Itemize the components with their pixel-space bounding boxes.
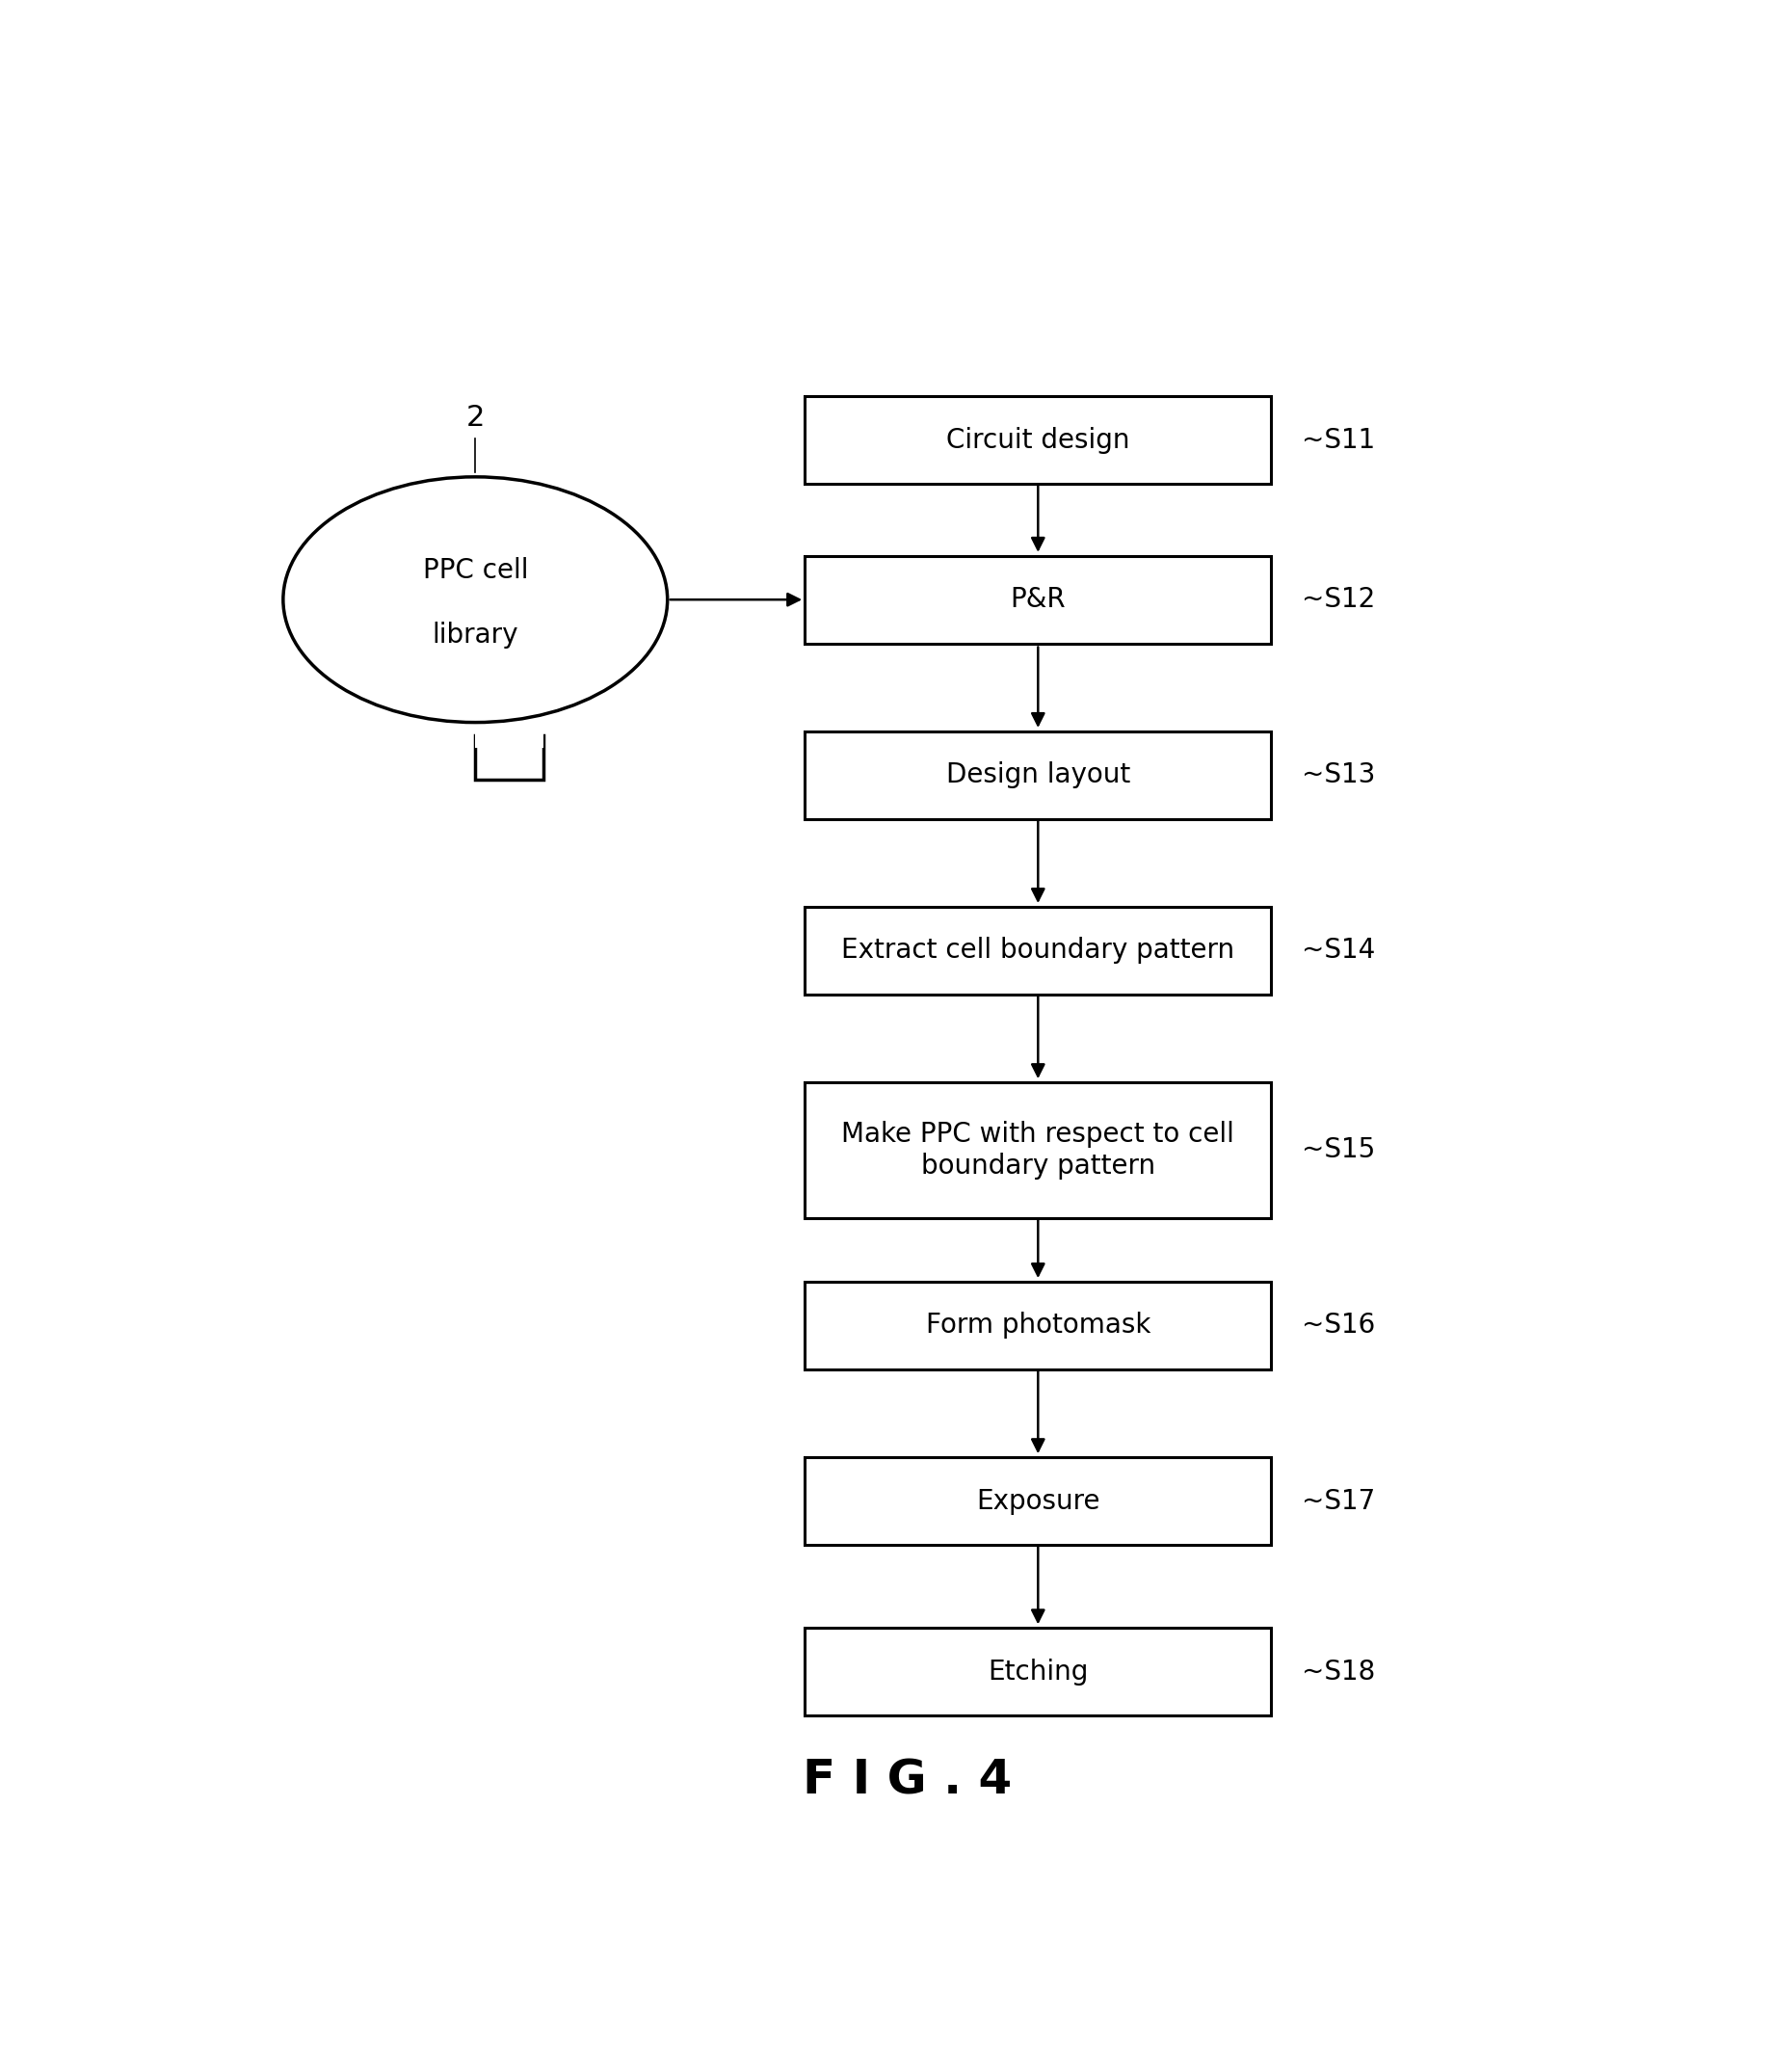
- Text: ~S18: ~S18: [1302, 1658, 1374, 1685]
- Text: 2: 2: [466, 404, 485, 433]
- Text: Form photomask: Form photomask: [926, 1312, 1151, 1339]
- Text: library: library: [432, 622, 519, 649]
- Bar: [804, 731, 1272, 818]
- Text: ~S11: ~S11: [1302, 427, 1374, 454]
- Bar: [475, 736, 544, 779]
- Text: Circuit design: Circuit design: [946, 427, 1130, 454]
- Bar: [804, 1283, 1272, 1370]
- Text: ~S14: ~S14: [1302, 937, 1374, 963]
- Bar: [804, 1082, 1272, 1218]
- Bar: [804, 396, 1272, 485]
- Bar: [804, 1629, 1272, 1716]
- Text: ~S15: ~S15: [1302, 1138, 1374, 1164]
- Text: Make PPC with respect to cell
boundary pattern: Make PPC with respect to cell boundary p…: [841, 1121, 1234, 1179]
- Text: ~S17: ~S17: [1302, 1488, 1374, 1515]
- Text: Extract cell boundary pattern: Extract cell boundary pattern: [841, 937, 1234, 963]
- Bar: [804, 555, 1272, 644]
- Text: PPC cell: PPC cell: [423, 557, 528, 584]
- Text: P&R: P&R: [1009, 586, 1066, 613]
- Text: Exposure: Exposure: [976, 1488, 1100, 1515]
- Bar: [804, 908, 1272, 995]
- Text: Design layout: Design layout: [946, 762, 1130, 789]
- Text: ~S16: ~S16: [1302, 1312, 1374, 1339]
- Text: F I G . 4: F I G . 4: [802, 1757, 1013, 1803]
- Bar: [804, 1457, 1272, 1546]
- Text: ~S13: ~S13: [1302, 762, 1374, 789]
- Text: Etching: Etching: [988, 1658, 1089, 1685]
- Text: ~S12: ~S12: [1302, 586, 1374, 613]
- Ellipse shape: [283, 477, 668, 723]
- Bar: [475, 729, 544, 748]
